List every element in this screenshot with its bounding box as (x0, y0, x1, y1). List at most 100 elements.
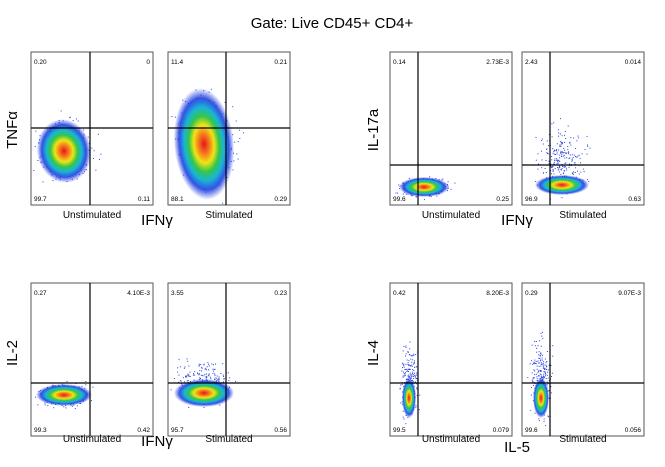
event-dot (204, 368, 206, 370)
event-dot (189, 371, 191, 373)
event-dot (538, 375, 540, 377)
event-dot (561, 155, 563, 157)
event-dot (208, 375, 210, 377)
event-dot (561, 142, 563, 144)
quadrant-value-lower-right: 0.079 (493, 427, 510, 434)
event-dot (401, 383, 403, 385)
event-dot (66, 380, 68, 382)
event-dot (547, 351, 548, 352)
event-dot (567, 125, 569, 127)
event-dot (404, 375, 406, 377)
event-dot (406, 359, 408, 361)
event-dot (557, 162, 559, 164)
density-cloud (535, 118, 591, 200)
event-dot (583, 171, 585, 173)
event-dot (560, 145, 562, 147)
event-dot (544, 168, 546, 169)
event-dot (552, 166, 554, 168)
event-dot (201, 367, 203, 369)
density-cloud (33, 110, 102, 183)
event-dot (186, 375, 188, 377)
event-dot (99, 158, 100, 160)
event-dot (538, 362, 540, 364)
event-dot (178, 358, 180, 360)
event-dot (547, 415, 549, 417)
event-dot (543, 371, 545, 373)
event-dot (577, 170, 578, 172)
event-dot (554, 150, 556, 152)
event-dot (556, 149, 558, 151)
event-dot (403, 365, 405, 367)
event-dot (410, 375, 412, 377)
event-dot (205, 369, 207, 371)
event-dot (543, 366, 544, 368)
event-dot (95, 169, 97, 171)
event-dot (546, 384, 548, 386)
event-dot (174, 116, 176, 118)
event-dot (560, 169, 562, 170)
event-dot (532, 363, 534, 365)
event-dot (565, 153, 567, 154)
event-dot (222, 202, 224, 204)
event-dot (574, 162, 576, 164)
event-dot (208, 369, 209, 371)
event-dot (447, 190, 448, 192)
quadrant-value-upper-right: 0 (146, 59, 150, 66)
event-dot (542, 377, 544, 378)
event-dot (229, 377, 231, 379)
event-dot (173, 378, 175, 379)
event-dot (564, 141, 566, 143)
event-dot (539, 355, 541, 357)
event-dot (416, 387, 418, 389)
event-dot (572, 173, 573, 175)
quadrant-value-lower-left: 95.7 (171, 427, 184, 434)
event-dot (203, 363, 205, 365)
event-dot (541, 139, 543, 141)
event-dot (233, 160, 235, 162)
event-dot (546, 381, 548, 383)
event-dot (401, 370, 403, 372)
event-dot (206, 366, 208, 368)
density-cloud (35, 380, 94, 410)
event-dot (408, 371, 409, 373)
event-dot (551, 376, 552, 377)
event-dot (544, 367, 546, 369)
event-dot (571, 154, 573, 156)
event-dot (534, 340, 536, 342)
event-dot (53, 407, 55, 409)
event-dot (541, 359, 543, 361)
event-dot (548, 380, 550, 381)
event-dot (33, 170, 35, 171)
condition-label: Stimulated (205, 210, 252, 221)
event-dot (543, 378, 545, 380)
event-dot (586, 153, 588, 155)
event-dot (545, 364, 547, 366)
event-dot (203, 375, 205, 377)
event-dot (198, 374, 200, 376)
event-dot (554, 158, 556, 160)
event-dot (423, 199, 425, 201)
event-dot (223, 375, 224, 377)
event-dot (408, 360, 410, 362)
quadrant-value-upper-left: 11.4 (171, 59, 184, 66)
event-dot (540, 352, 542, 354)
quadrant-value-lower-left: 99.6 (525, 427, 538, 434)
event-dot (65, 407, 67, 409)
event-dot (206, 377, 208, 378)
condition-label: Stimulated (559, 210, 606, 221)
event-dot (534, 412, 536, 414)
event-dot (408, 368, 410, 370)
event-dot (545, 375, 546, 377)
event-dot (204, 373, 206, 375)
event-dot (405, 353, 407, 355)
event-dot (409, 369, 411, 370)
event-dot (541, 363, 543, 365)
quadrant-value-lower-left: 88.1 (171, 196, 184, 203)
event-dot (553, 163, 555, 165)
event-dot (532, 378, 534, 380)
event-dot (562, 155, 564, 157)
event-dot (563, 170, 565, 171)
marker-pair-4: IL-4 IL-5 0.42 8.20E-3 99.5 0.079 Unstimulated… (365, 282, 645, 456)
event-dot (410, 358, 412, 360)
event-dot (556, 163, 558, 165)
